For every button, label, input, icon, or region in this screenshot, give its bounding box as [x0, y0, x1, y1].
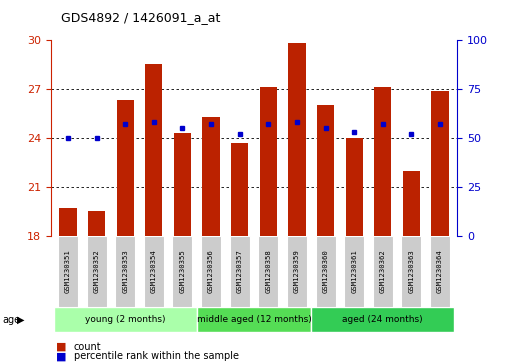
Bar [59, 208, 77, 236]
Bar [174, 133, 191, 236]
Text: GSM1230361: GSM1230361 [351, 249, 357, 293]
Bar [317, 105, 334, 236]
Text: GSM1230355: GSM1230355 [179, 249, 185, 293]
Bar [203, 117, 219, 236]
Bar [197, 307, 311, 332]
Bar [373, 236, 393, 307]
Text: GSM1230354: GSM1230354 [151, 249, 157, 293]
Text: count: count [74, 342, 101, 352]
Text: ▶: ▶ [17, 315, 25, 325]
Bar [144, 236, 164, 307]
Text: ■: ■ [56, 351, 67, 362]
Bar [401, 236, 422, 307]
Bar [260, 87, 277, 236]
Text: GSM1230356: GSM1230356 [208, 249, 214, 293]
Text: GSM1230353: GSM1230353 [122, 249, 128, 293]
Text: GSM1230362: GSM1230362 [380, 249, 386, 293]
Text: GSM1230358: GSM1230358 [265, 249, 271, 293]
Bar [54, 307, 197, 332]
Bar [230, 236, 250, 307]
Bar [315, 236, 336, 307]
Text: GSM1230357: GSM1230357 [237, 249, 243, 293]
Bar [344, 236, 364, 307]
Bar [345, 138, 363, 236]
Bar [145, 65, 163, 236]
Bar [88, 211, 105, 236]
Bar [117, 101, 134, 236]
Text: ■: ■ [56, 342, 67, 352]
Bar [289, 43, 305, 236]
Bar [115, 236, 135, 307]
Bar [86, 236, 107, 307]
Text: percentile rank within the sample: percentile rank within the sample [74, 351, 239, 362]
Bar [172, 236, 193, 307]
Text: aged (24 months): aged (24 months) [342, 315, 423, 324]
Bar [201, 236, 221, 307]
Text: GSM1230359: GSM1230359 [294, 249, 300, 293]
Text: GSM1230363: GSM1230363 [408, 249, 415, 293]
Text: middle aged (12 months): middle aged (12 months) [197, 315, 311, 324]
Text: GSM1230360: GSM1230360 [323, 249, 329, 293]
Bar [430, 236, 450, 307]
Bar [287, 236, 307, 307]
Text: age: age [3, 315, 21, 325]
Text: GSM1230364: GSM1230364 [437, 249, 443, 293]
Bar [311, 307, 454, 332]
Text: GSM1230352: GSM1230352 [93, 249, 100, 293]
Text: GDS4892 / 1426091_a_at: GDS4892 / 1426091_a_at [61, 11, 220, 24]
Bar [258, 236, 278, 307]
Bar [431, 91, 449, 236]
Text: young (2 months): young (2 months) [85, 315, 166, 324]
Bar [231, 143, 248, 236]
Bar [58, 236, 78, 307]
Bar [403, 171, 420, 236]
Text: GSM1230351: GSM1230351 [65, 249, 71, 293]
Bar [374, 87, 391, 236]
